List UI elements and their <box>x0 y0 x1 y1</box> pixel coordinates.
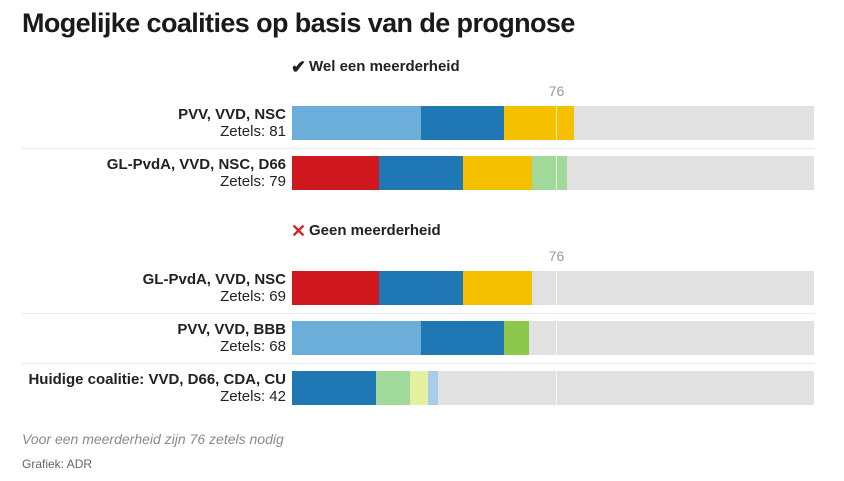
threshold-line <box>556 321 558 355</box>
section-heading: ✕ Geen meerderheid <box>291 221 441 242</box>
row-separator <box>22 148 814 149</box>
coalition-label: PVV, VVD, NSC Zetels: 81 <box>178 106 286 140</box>
bar-segment-cda <box>410 371 428 405</box>
check-icon: ✔ <box>291 57 307 77</box>
bar-segment-nsc <box>504 106 574 140</box>
bar-segment-cu <box>427 371 439 405</box>
section-heading-text: Geen meerderheid <box>309 222 441 239</box>
coalition-seats: Zetels: 79 <box>220 173 286 190</box>
bar-segment-vvd <box>420 321 505 355</box>
bar-track <box>292 371 814 405</box>
coalition-seats: Zetels: 81 <box>220 123 286 140</box>
coalition-name: GL-PvdA, VVD, NSC, D66 <box>106 156 286 173</box>
bar-track <box>292 106 814 140</box>
coalition-label: Huidige coalitie: VVD, D66, CDA, CU Zetel… <box>28 371 286 405</box>
bar-segment-gl-pvda <box>292 271 379 305</box>
bar-segment-vvd <box>379 271 463 305</box>
bar-segment-bbb <box>504 321 529 355</box>
coalition-label: PVV, VVD, BBB Zetels: 68 <box>177 321 286 355</box>
coalition-seats: Zetels: 69 <box>220 288 286 305</box>
chart-title: Mogelijke coalities op basis van de prog… <box>22 8 575 38</box>
bar-segment-pvv <box>292 321 421 355</box>
bar-segment-nsc <box>462 156 533 190</box>
coalition-row: PVV, VVD, NSC Zetels: 81 <box>0 106 844 140</box>
row-separator <box>22 313 814 314</box>
coalition-row: PVV, VVD, BBB Zetels: 68 <box>0 321 844 355</box>
threshold-line <box>556 106 558 140</box>
bar-track <box>292 321 814 355</box>
threshold-line <box>556 156 558 190</box>
bar-segment-vvd <box>379 156 463 190</box>
section-heading-text: Wel een meerderheid <box>309 58 460 75</box>
bar-segment-d66 <box>375 371 411 405</box>
threshold-line <box>556 271 558 305</box>
coalition-name: PVV, VVD, BBB <box>177 321 286 338</box>
coalition-name: Huidige coalitie: VVD, D66, CDA, CU <box>28 371 286 388</box>
coalition-label: GL-PvdA, VVD, NSC, D66 Zetels: 79 <box>107 156 286 190</box>
bar-segment-vvd <box>292 371 376 405</box>
bar-segment-pvv <box>292 106 421 140</box>
threshold-label: 76 <box>548 248 565 264</box>
coalition-label: GL-PvdA, VVD, NSC Zetels: 69 <box>143 271 286 305</box>
bar-segment-nsc <box>462 271 533 305</box>
bar-segment-gl-pvda <box>292 156 379 190</box>
bar-track <box>292 156 814 190</box>
threshold-label: 76 <box>548 83 565 99</box>
bar-track <box>292 271 814 305</box>
section-heading: ✔ Wel een meerderheid <box>291 57 460 78</box>
bar-segment-vvd <box>420 106 505 140</box>
coalition-row: Huidige coalitie: VVD, D66, CDA, CU Zetel… <box>0 371 844 405</box>
footnote: Voor een meerderheid zijn 76 zetels nodi… <box>22 431 284 447</box>
coalition-name: GL-PvdA, VVD, NSC <box>142 271 286 288</box>
credit: Grafiek: ADR <box>22 457 93 471</box>
row-separator <box>22 363 814 364</box>
cross-icon: ✕ <box>291 221 307 241</box>
coalition-row: GL-PvdA, VVD, NSC Zetels: 69 <box>0 271 844 305</box>
coalition-name: PVV, VVD, NSC <box>178 106 286 123</box>
threshold-line <box>556 371 558 405</box>
coalition-seats: Zetels: 68 <box>220 338 286 355</box>
bar-segment-d66 <box>532 156 567 190</box>
coalition-seats: Zetels: 42 <box>220 388 286 405</box>
coalition-row: GL-PvdA, VVD, NSC, D66 Zetels: 79 <box>0 156 844 190</box>
